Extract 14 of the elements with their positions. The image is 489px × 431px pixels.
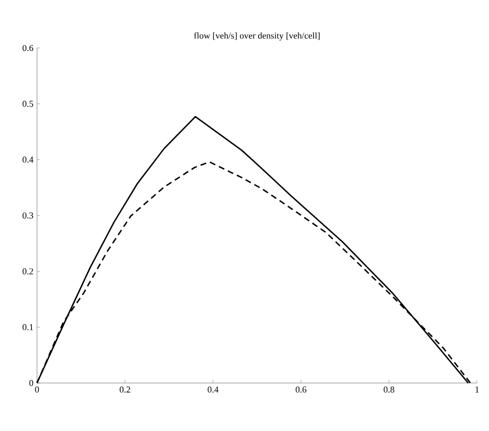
y-tick-label: 0.2 [22, 268, 33, 274]
y-tick-label: 0.6 [22, 44, 34, 52]
x-tick-label: 0.2 [120, 386, 130, 393]
x-tick-label: 0.6 [296, 386, 306, 393]
y-tick-label: 0.1 [22, 324, 33, 330]
y-tick-label: 0.3 [22, 212, 34, 219]
y-tick-label: 0.5 [22, 100, 34, 107]
y-tick-label: 0 [29, 380, 34, 386]
x-tick-label: 1 [476, 386, 479, 392]
x-tick-label: 0 [35, 386, 39, 393]
x-tick-label: 0.4 [208, 386, 218, 393]
chart-title: flow [veh/s] over density [veh/cell] [194, 32, 320, 40]
x-tick-label: 0.8 [384, 386, 394, 393]
y-tick-label: 0.4 [22, 156, 34, 163]
